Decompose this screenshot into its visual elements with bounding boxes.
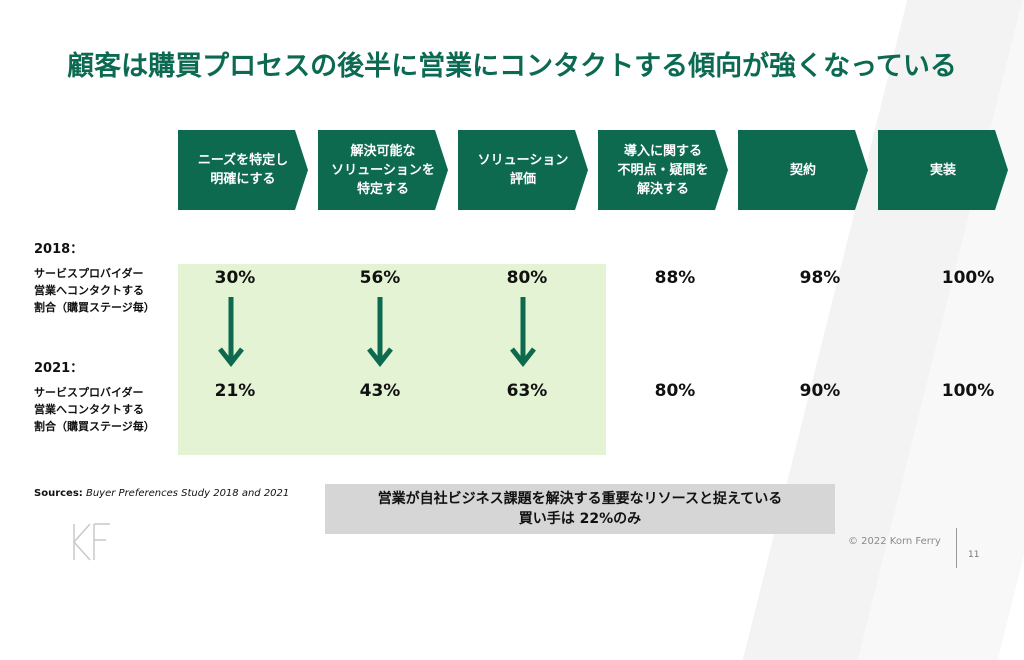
down-arrow-icon <box>510 297 536 368</box>
value-2018-stage-3: 80% <box>506 268 548 288</box>
down-arrow-icon <box>218 297 244 368</box>
value-2018-stage-2: 56% <box>359 268 401 288</box>
stage-chevron-4: 導入に関する 不明点・疑問を 解決する <box>598 130 728 210</box>
stage-chevron-1: ニーズを特定し 明確にする <box>178 130 308 210</box>
value-2021-stage-1: 21% <box>214 381 256 401</box>
value-2021-stage-5: 90% <box>799 381 841 401</box>
stage-chevron-2: 解決可能な ソリューションを 特定する <box>318 130 448 210</box>
down-arrow-icon <box>367 297 393 368</box>
stage-chevron-6: 実装 <box>878 130 1008 210</box>
page-number: 11 <box>968 550 980 560</box>
footer-divider <box>956 528 957 568</box>
stage-chevrons: ニーズを特定し 明確にする 解決可能な ソリューションを 特定する ソリューショ… <box>178 130 1018 210</box>
value-2018-stage-4: 88% <box>654 268 696 288</box>
row-description-2018: サービスプロバイダー 営業へコンタクトする 割合（購買ステージ毎） <box>34 267 155 314</box>
stage-chevron-3: ソリューション 評価 <box>458 130 588 210</box>
sources-text: Buyer Preferences Study 2018 and 2021 <box>85 488 290 499</box>
callout-line-2: 買い手は 22%のみ <box>518 511 642 527</box>
callout-line-1: 営業が自社ビジネス課題を解決する重要なリソースと捉えている <box>377 491 783 507</box>
value-2021-stage-3: 63% <box>506 381 548 401</box>
value-2021-stage-6: 100% <box>941 381 995 401</box>
value-2018-stage-6: 100% <box>941 268 995 288</box>
highlight-box <box>178 264 606 455</box>
row-description-2021: サービスプロバイダー 営業へコンタクトする 割合（購買ステージ毎） <box>34 386 155 433</box>
sources-label: Sources: <box>34 488 83 499</box>
callout-box: 営業が自社ビジネス課題を解決する重要なリソースと捉えている 買い手は 22%のみ <box>325 484 835 534</box>
copyright-text: © 2022 Korn Ferry <box>848 536 941 547</box>
value-2018-stage-1: 30% <box>214 268 256 288</box>
value-2021-stage-4: 80% <box>654 381 696 401</box>
year-label-2018: 2018： <box>34 242 84 257</box>
slide-title: 顧客は購買プロセスの後半に営業にコンタクトする傾向が強くなっている <box>67 51 957 82</box>
stage-chevron-5: 契約 <box>738 130 868 210</box>
value-2018-stage-5: 98% <box>799 268 841 288</box>
korn-ferry-logo-icon <box>73 523 110 561</box>
year-label-2021: 2021： <box>34 361 84 376</box>
value-2021-stage-2: 43% <box>359 381 401 401</box>
sources-note: Sources: Buyer Preferences Study 2018 an… <box>34 488 289 499</box>
